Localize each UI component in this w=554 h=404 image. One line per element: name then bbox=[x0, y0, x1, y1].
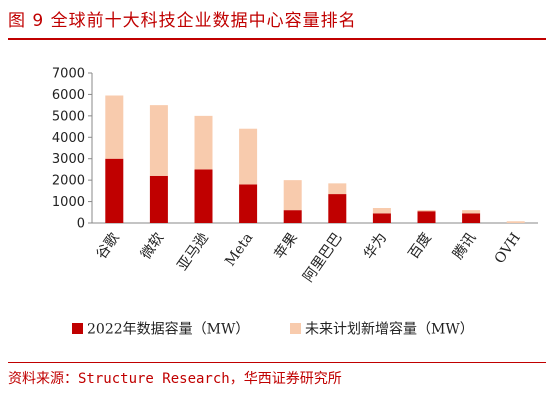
title-rule bbox=[8, 38, 546, 40]
bar-planned bbox=[239, 128, 258, 185]
category-label: OVH bbox=[492, 230, 524, 267]
bar-planned bbox=[328, 183, 347, 195]
source-rule bbox=[8, 362, 546, 363]
category-label: 阿里巴巴 bbox=[300, 230, 345, 285]
bar-group bbox=[105, 95, 525, 223]
category-label: 亚马逊 bbox=[175, 230, 212, 274]
category-label: 苹果 bbox=[272, 230, 301, 262]
bar-planned bbox=[506, 221, 525, 223]
y-tick-label: 0 bbox=[77, 217, 85, 232]
bar-planned bbox=[283, 180, 302, 211]
bar-planned bbox=[372, 208, 391, 214]
source-note: 资料来源：Structure Research，华西证券研究所 bbox=[8, 371, 342, 387]
legend: 2022年数据容量（MW） 未来计划新增容量（MW） bbox=[72, 321, 474, 338]
legend-item-existing: 2022年数据容量（MW） bbox=[87, 321, 249, 338]
bar-existing bbox=[239, 184, 258, 223]
figure-title: 图 9 全球前十大科技企业数据中心容量排名 bbox=[8, 11, 357, 31]
category-label: 华为 bbox=[361, 230, 390, 262]
bar-existing bbox=[283, 210, 302, 223]
y-tick-label: 7000 bbox=[52, 67, 85, 82]
legend-item-planned: 未来计划新增容量（MW） bbox=[305, 321, 474, 338]
bar-existing bbox=[417, 211, 436, 223]
category-label: 微软 bbox=[138, 230, 167, 262]
bar-planned bbox=[462, 210, 481, 214]
x-axis-labels: 谷歌 微软 亚马逊 Meta 苹果 阿里巴巴 华为 百度 腾讯 OVH bbox=[93, 230, 524, 286]
category-label: 谷歌 bbox=[93, 230, 122, 262]
bar-planned bbox=[105, 95, 124, 159]
bar-planned bbox=[417, 210, 436, 212]
bar-planned bbox=[149, 105, 168, 176]
y-tick-label: 5000 bbox=[52, 109, 85, 124]
y-tick-label: 3000 bbox=[52, 152, 85, 167]
category-label: 百度 bbox=[406, 230, 435, 262]
bar-existing bbox=[149, 175, 168, 223]
bar-chart: 0 1000 2000 3000 4000 5000 6000 7000 谷歌 微软 亚马逊 Met… bbox=[52, 67, 538, 338]
legend-swatch bbox=[72, 323, 83, 334]
category-label: Meta bbox=[222, 230, 256, 269]
y-tick-label: 4000 bbox=[52, 131, 85, 146]
y-axis: 0 1000 2000 3000 4000 5000 6000 7000 bbox=[52, 67, 538, 232]
legend-swatch bbox=[290, 323, 301, 334]
y-tick-label: 6000 bbox=[52, 88, 85, 103]
bar-existing bbox=[194, 169, 213, 223]
bar-existing bbox=[105, 158, 124, 223]
category-label: 腾讯 bbox=[449, 230, 479, 263]
y-tick-label: 2000 bbox=[52, 174, 85, 189]
bar-planned bbox=[194, 115, 213, 170]
bar-existing bbox=[372, 213, 391, 223]
bar-existing bbox=[462, 213, 481, 223]
y-tick-label: 1000 bbox=[52, 195, 85, 210]
bar-existing bbox=[328, 194, 347, 223]
